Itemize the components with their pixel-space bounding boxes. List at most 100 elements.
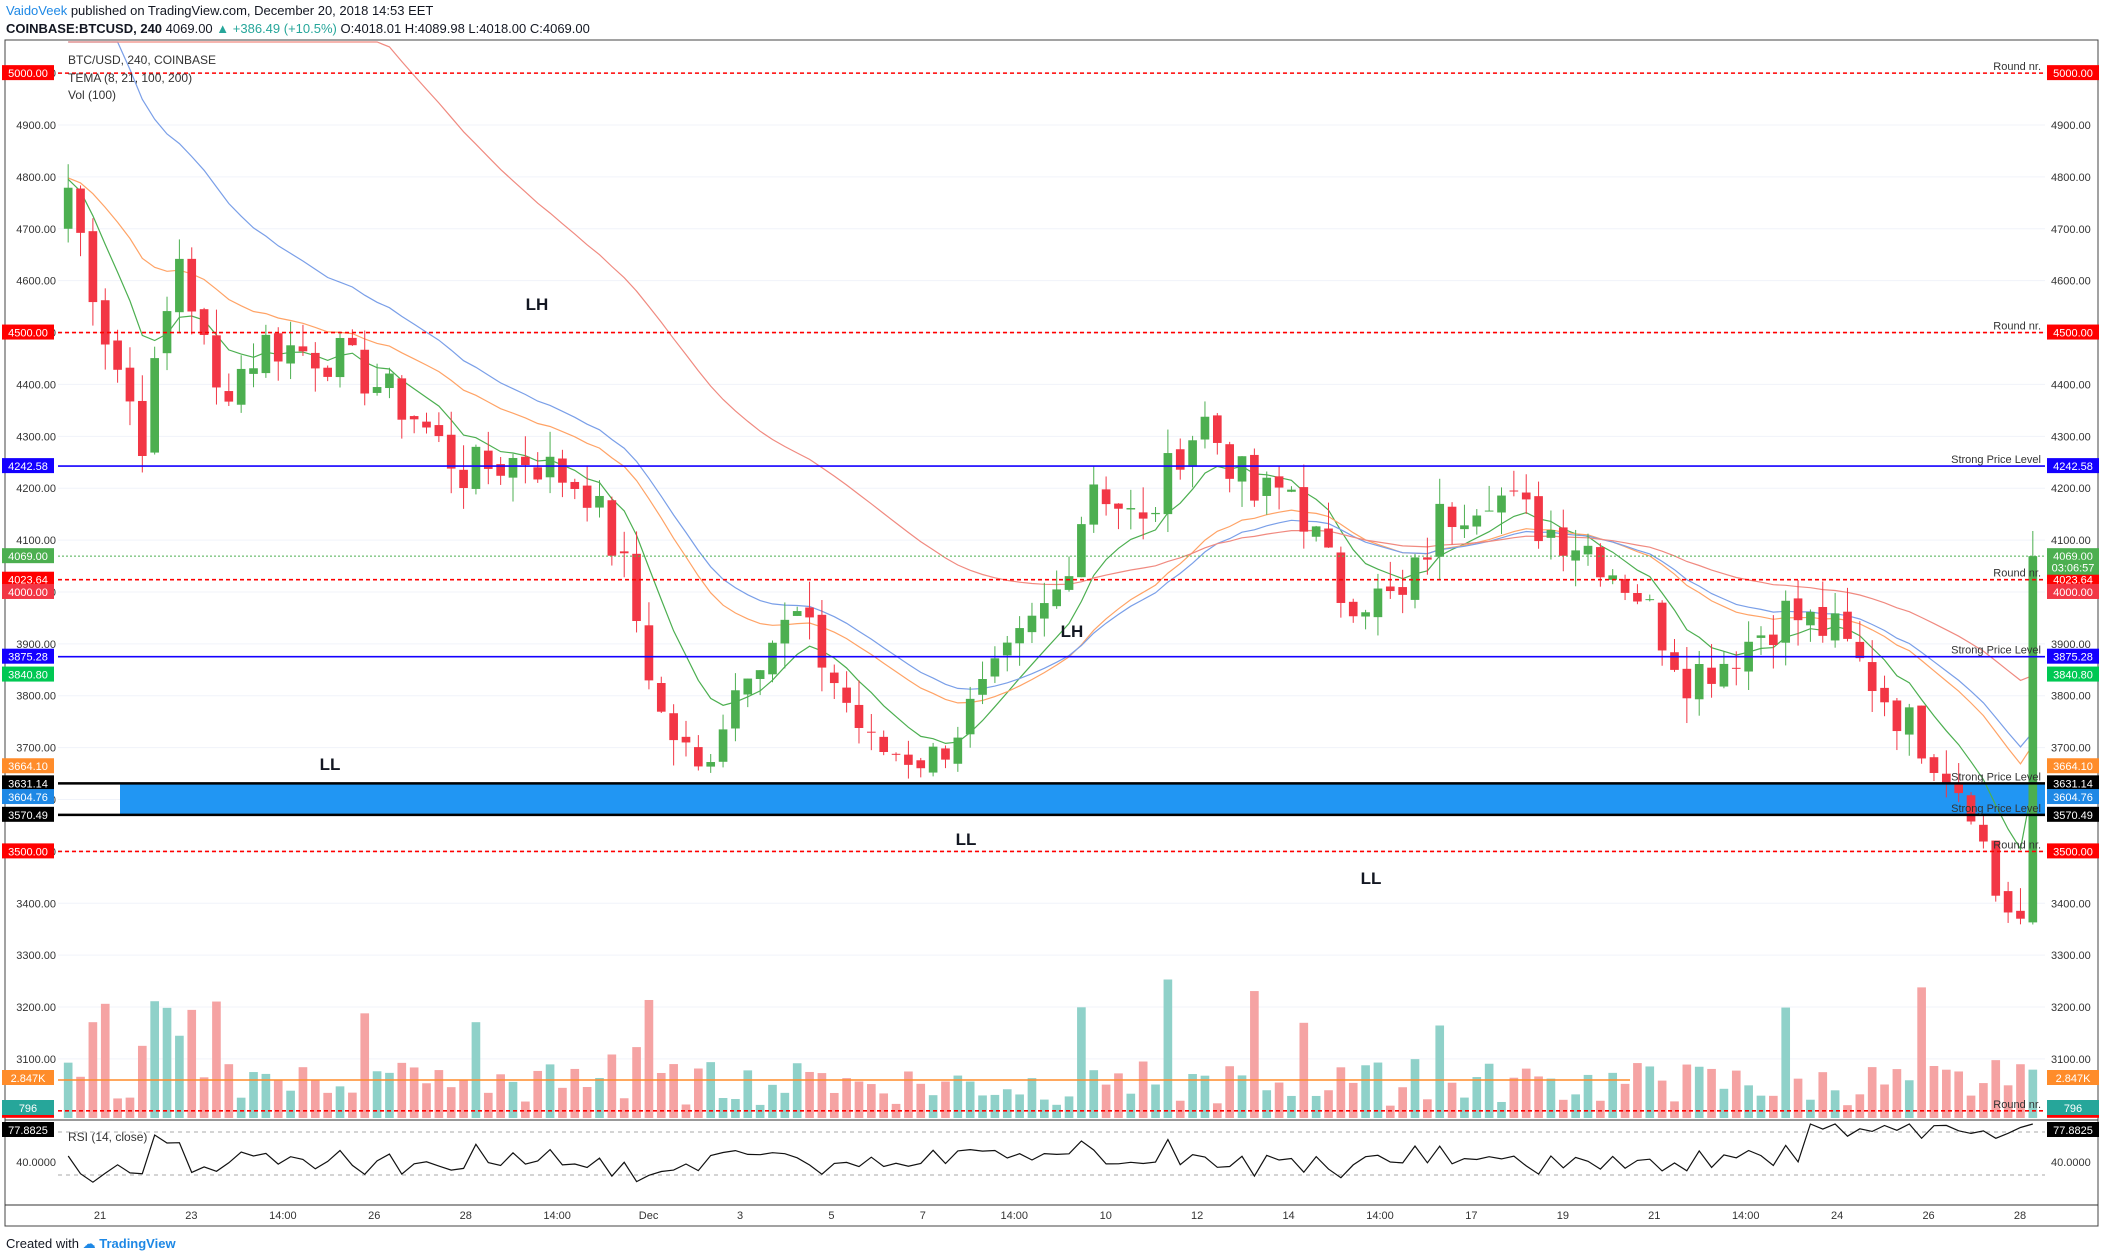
price-tag — [2, 548, 54, 564]
candle-body — [1509, 490, 1519, 492]
candle-body — [731, 690, 740, 729]
author-name[interactable]: VaidoVeek — [6, 3, 68, 18]
volume-bar — [1546, 1078, 1556, 1118]
level-tag-text: 3631.14 — [8, 778, 48, 790]
volume-bar — [1917, 987, 1926, 1118]
y-tick-label: 3400.00 — [16, 898, 56, 910]
volume-bar — [434, 1070, 444, 1118]
rsi-tag-text: 77.8825 — [8, 1125, 48, 1137]
volume-bar — [1163, 979, 1173, 1118]
volume-bar — [1904, 1080, 1914, 1118]
y-tick-label: 4100.00 — [16, 535, 56, 547]
price-tag-text: 03:06:57 — [2052, 563, 2095, 575]
level-tag-text: 4023.64 — [2053, 575, 2093, 587]
volume-bar — [681, 1104, 691, 1118]
candle-body — [1620, 579, 1630, 593]
candle-body — [632, 553, 641, 622]
candle-body — [1126, 508, 1136, 510]
volume-bar — [471, 1022, 481, 1118]
price-chart[interactable]: Round nr. Round nr. Strong Price Level Roun… — [0, 0, 2103, 1230]
candle-body — [76, 188, 85, 233]
volume-bar — [298, 1067, 308, 1118]
candle-body — [1472, 515, 1482, 527]
volume-bar — [1175, 1100, 1185, 1118]
level-tag-text: 5000.00 — [8, 68, 48, 80]
price-tag — [2047, 583, 2099, 599]
volume-bar — [879, 1093, 889, 1118]
level-text: Round nr. — [1993, 1099, 2041, 1111]
level-tag — [2, 324, 54, 340]
candle-body — [1225, 444, 1234, 479]
volume-tag-text: 2.847K — [11, 1073, 47, 1085]
price-tag-text: 4000.00 — [2053, 587, 2093, 599]
level-tag-text: 4023.64 — [8, 575, 48, 587]
price-tag-text: 3664.10 — [8, 761, 48, 773]
candle-body — [100, 300, 110, 345]
y-tick-label: 4200.00 — [2051, 483, 2091, 495]
price-change: +386.49 (+10.5%) — [232, 21, 337, 36]
volume-bar — [348, 1092, 357, 1118]
volume-bar — [1460, 1097, 1469, 1118]
candle-body — [1484, 510, 1494, 512]
price-tag — [2, 758, 54, 774]
volume-bar — [1126, 1093, 1136, 1118]
candle-body — [1707, 667, 1716, 684]
volume-bar — [1719, 1088, 1729, 1118]
y-tick-label: 3700.00 — [2051, 743, 2091, 755]
rsi-tag — [2, 1122, 54, 1137]
y-tick-label: 3800.00 — [16, 691, 56, 703]
volume-bar — [1138, 1061, 1148, 1118]
candle-body — [1410, 557, 1420, 600]
candle-body — [1904, 707, 1914, 735]
x-tick-label: 26 — [1922, 1210, 1934, 1222]
volume-bar — [1806, 1099, 1815, 1118]
candle-body — [1212, 415, 1222, 443]
candle-body — [1175, 449, 1185, 470]
volume-bar — [595, 1077, 604, 1118]
candle-body — [175, 258, 184, 313]
candle-body — [706, 762, 716, 767]
y-tick-label: 3700.00 — [16, 743, 56, 755]
x-tick-label: 5 — [828, 1210, 834, 1222]
candle-body — [1250, 454, 1259, 501]
volume-tag — [2, 1070, 54, 1085]
price-tag-text: 4069.00 — [8, 551, 48, 563]
y-tick-label: 3300.00 — [16, 950, 56, 962]
volume-bar — [261, 1073, 271, 1118]
candle-body — [2003, 891, 2013, 913]
volume-bar — [273, 1079, 283, 1118]
y-tick-label: 3900.00 — [16, 639, 56, 651]
level-tag — [2047, 458, 2099, 474]
candle-body — [360, 349, 370, 394]
candle-body — [1460, 525, 1469, 530]
level-tag-text: 3500.00 — [8, 846, 48, 858]
volume-bar — [829, 1092, 839, 1118]
volume-bar — [1027, 1078, 1037, 1118]
y-tick-label: 4900.00 — [16, 120, 56, 132]
volume-bar — [483, 1092, 493, 1118]
candle-body — [323, 367, 332, 377]
candle-body — [1645, 599, 1655, 601]
footer-brand[interactable]: TradingView — [99, 1236, 176, 1251]
candle-body — [1521, 492, 1531, 500]
y-tick-label: 4400.00 — [2051, 379, 2091, 391]
volume-bar — [1237, 1075, 1247, 1118]
level-text: Strong Price Level — [1951, 454, 2041, 466]
price-tag — [2, 666, 54, 682]
volume-bar — [199, 1077, 209, 1118]
candle-body — [422, 421, 431, 428]
price-tag — [2047, 666, 2099, 682]
candle-body — [780, 619, 790, 644]
chart-header: VaidoVeek published on TradingView.com, … — [6, 2, 590, 38]
volume-bar — [1855, 1094, 1865, 1118]
candle-body — [1398, 587, 1407, 595]
level-tag — [2, 458, 54, 474]
candle-body — [1089, 484, 1099, 525]
volume-bar — [446, 1087, 456, 1118]
level-tag — [2047, 65, 2099, 81]
x-tick-label: 14:00 — [543, 1210, 571, 1222]
volume-bar — [137, 1045, 147, 1118]
level-tag-text: 5000.00 — [2053, 68, 2093, 80]
level-text: Strong Price Level — [1951, 771, 2041, 783]
level-tag — [2, 571, 54, 587]
